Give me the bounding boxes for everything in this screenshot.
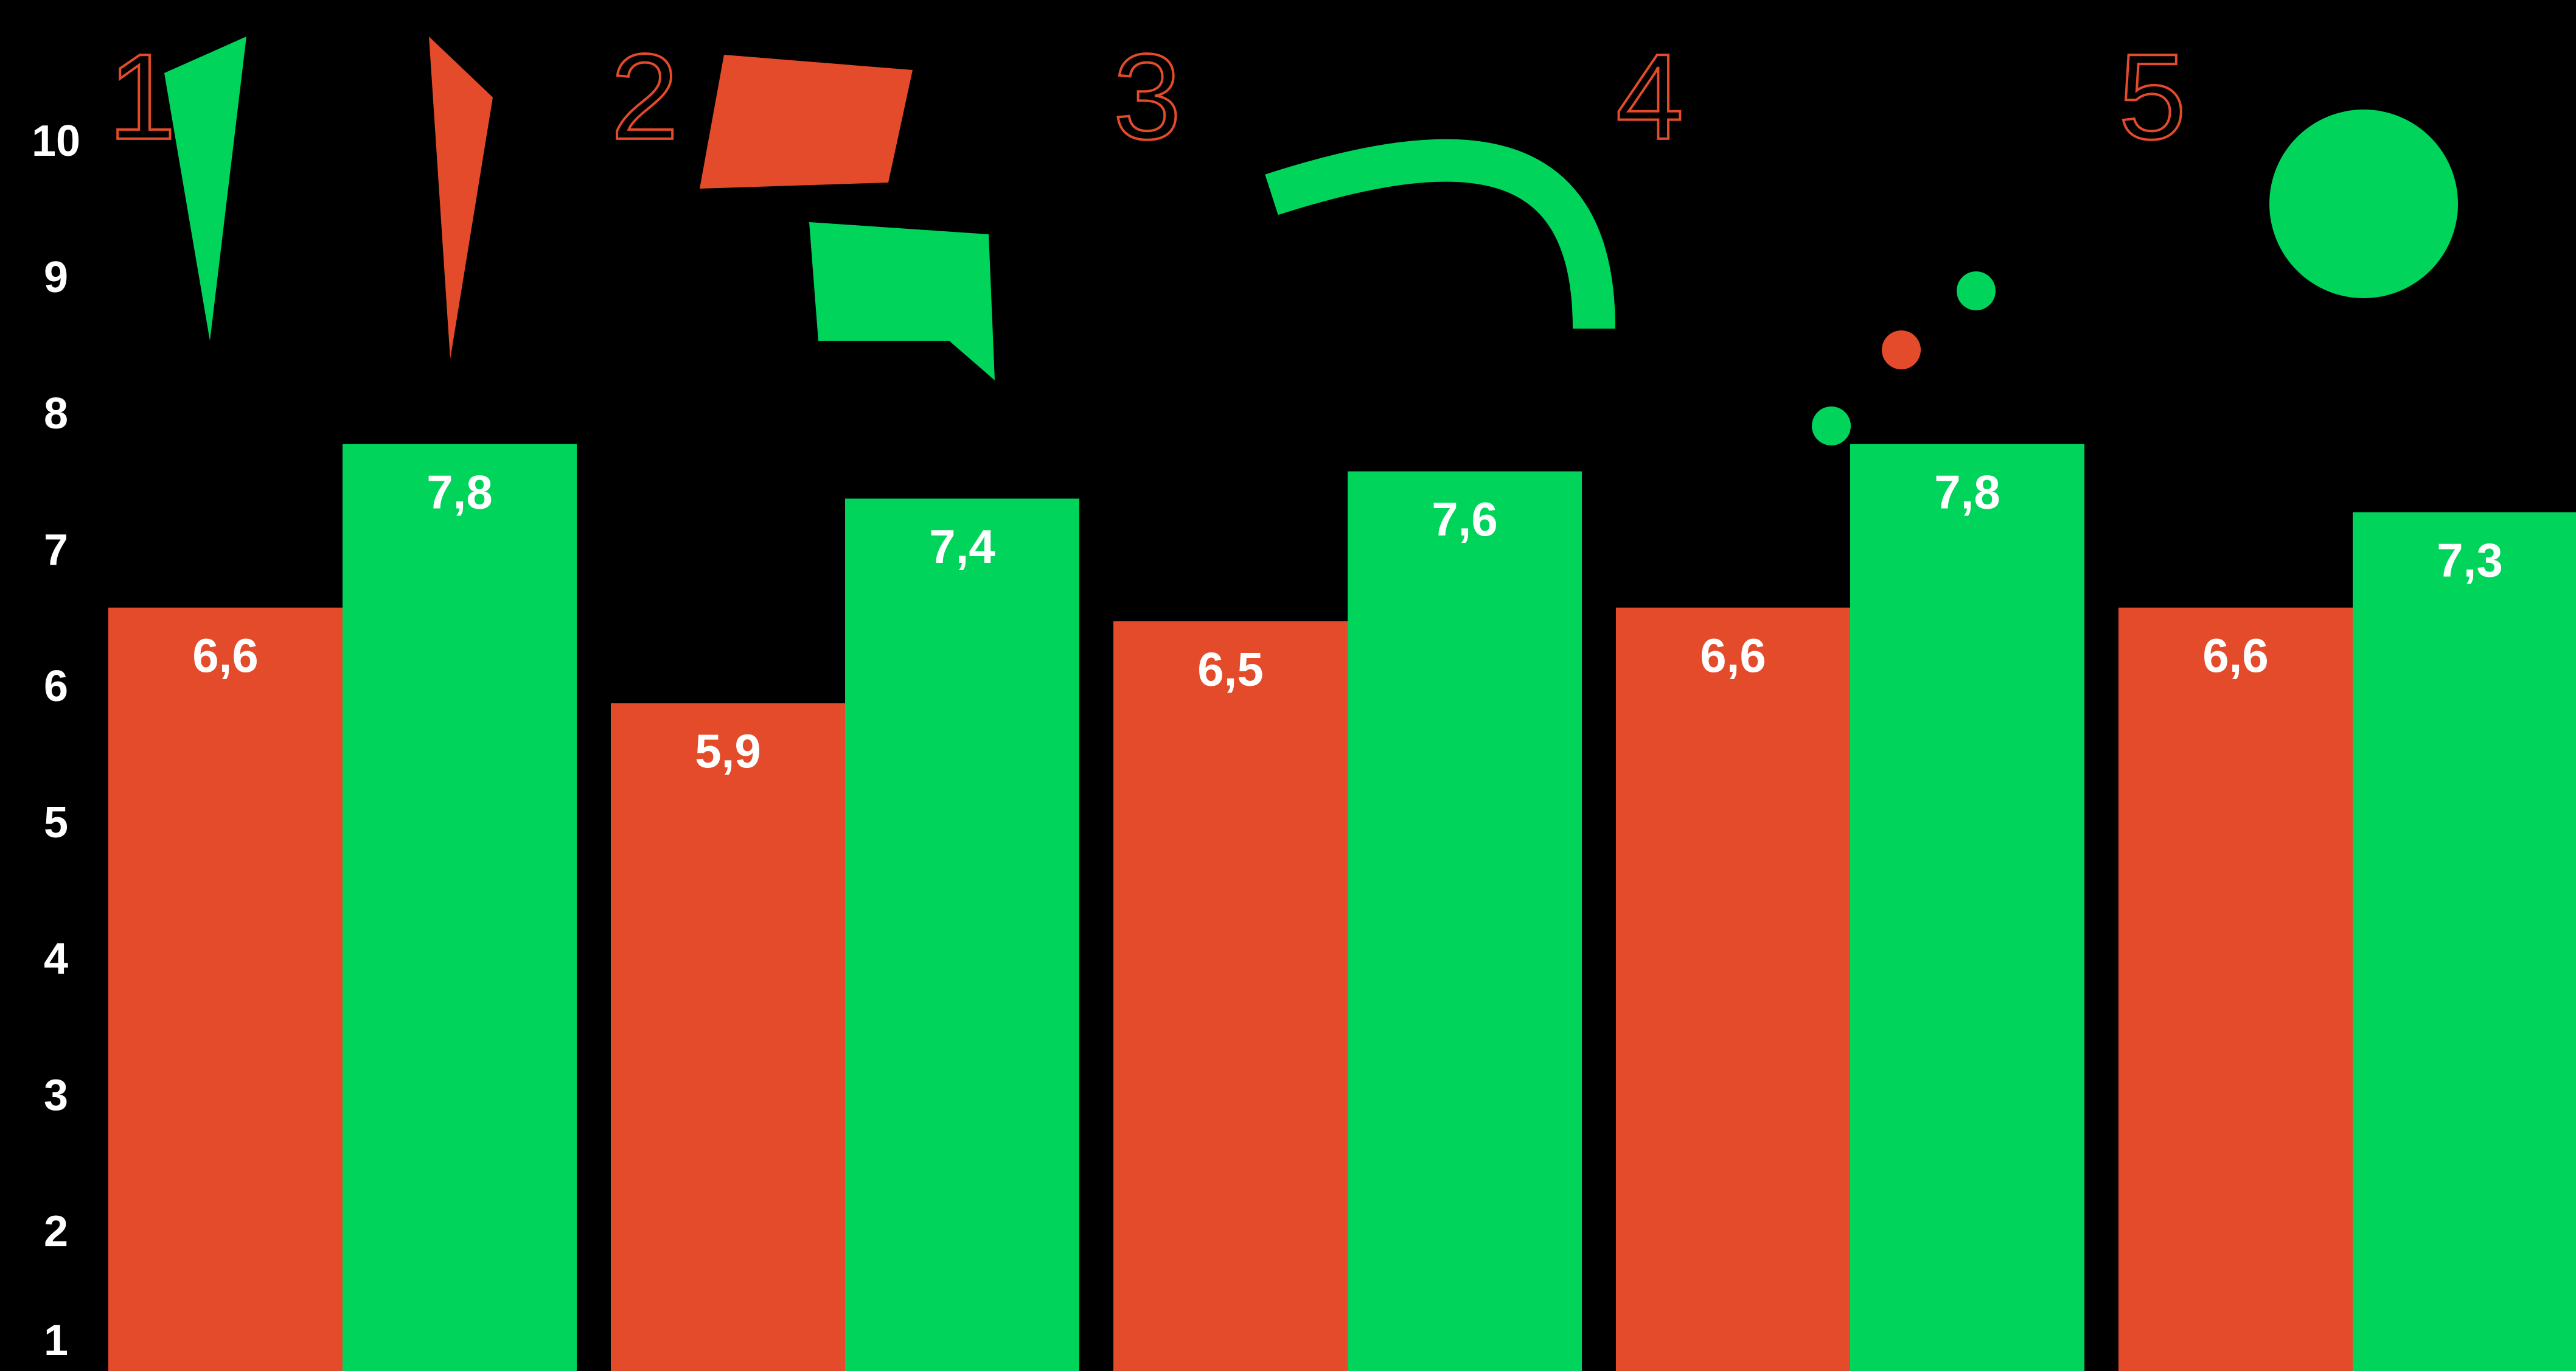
y-tick-label: 9 [44,253,68,302]
bar [845,498,1079,1371]
y-tick-label: 10 [32,117,80,166]
bar [108,607,343,1371]
value-label: 7,6 [1432,492,1497,546]
decor-shape [1882,330,1921,369]
category-label: 3 [1113,29,1181,165]
value-label: 6,6 [1700,629,1766,682]
y-tick-label: 8 [44,389,68,438]
category-label: 2 [611,29,678,165]
decor-shape [429,37,493,359]
decor-shape [2269,110,2458,298]
decor-shape [1812,406,1851,445]
value-label: 6,6 [192,629,258,682]
category-label: 1 [108,29,176,165]
y-tick-label: 4 [44,935,68,983]
y-tick-label: 5 [44,798,68,847]
bar [343,444,577,1371]
decorations [164,37,2458,445]
y-tick-label: 1 [44,1316,68,1365]
bar [1850,444,2084,1371]
bar [1348,471,1582,1371]
value-label: 7,8 [426,465,492,518]
value-label: 7,3 [2437,533,2502,587]
value-label: 5,9 [695,724,761,778]
category-label: 4 [1616,29,1683,165]
value-label: 6,6 [2202,629,2268,682]
decor-shape [1265,139,1615,329]
value-label: 7,4 [929,520,995,573]
decor-shape [1957,271,1996,310]
bar [2353,512,2576,1371]
bar [611,703,845,1371]
decor-shape [164,37,246,341]
bar [1616,607,1850,1371]
value-label: 6,5 [1197,643,1263,696]
decor-shape [700,55,913,189]
y-tick-label: 7 [44,526,68,574]
bar [2118,607,2353,1371]
y-tick-label: 3 [44,1071,68,1120]
y-tick-label: 2 [44,1207,68,1256]
y-tick-label: 6 [44,662,68,711]
category-label: 5 [2118,29,2186,165]
decor-shape [809,222,995,380]
bar [1113,621,1348,1371]
value-label: 7,8 [1934,465,2000,518]
